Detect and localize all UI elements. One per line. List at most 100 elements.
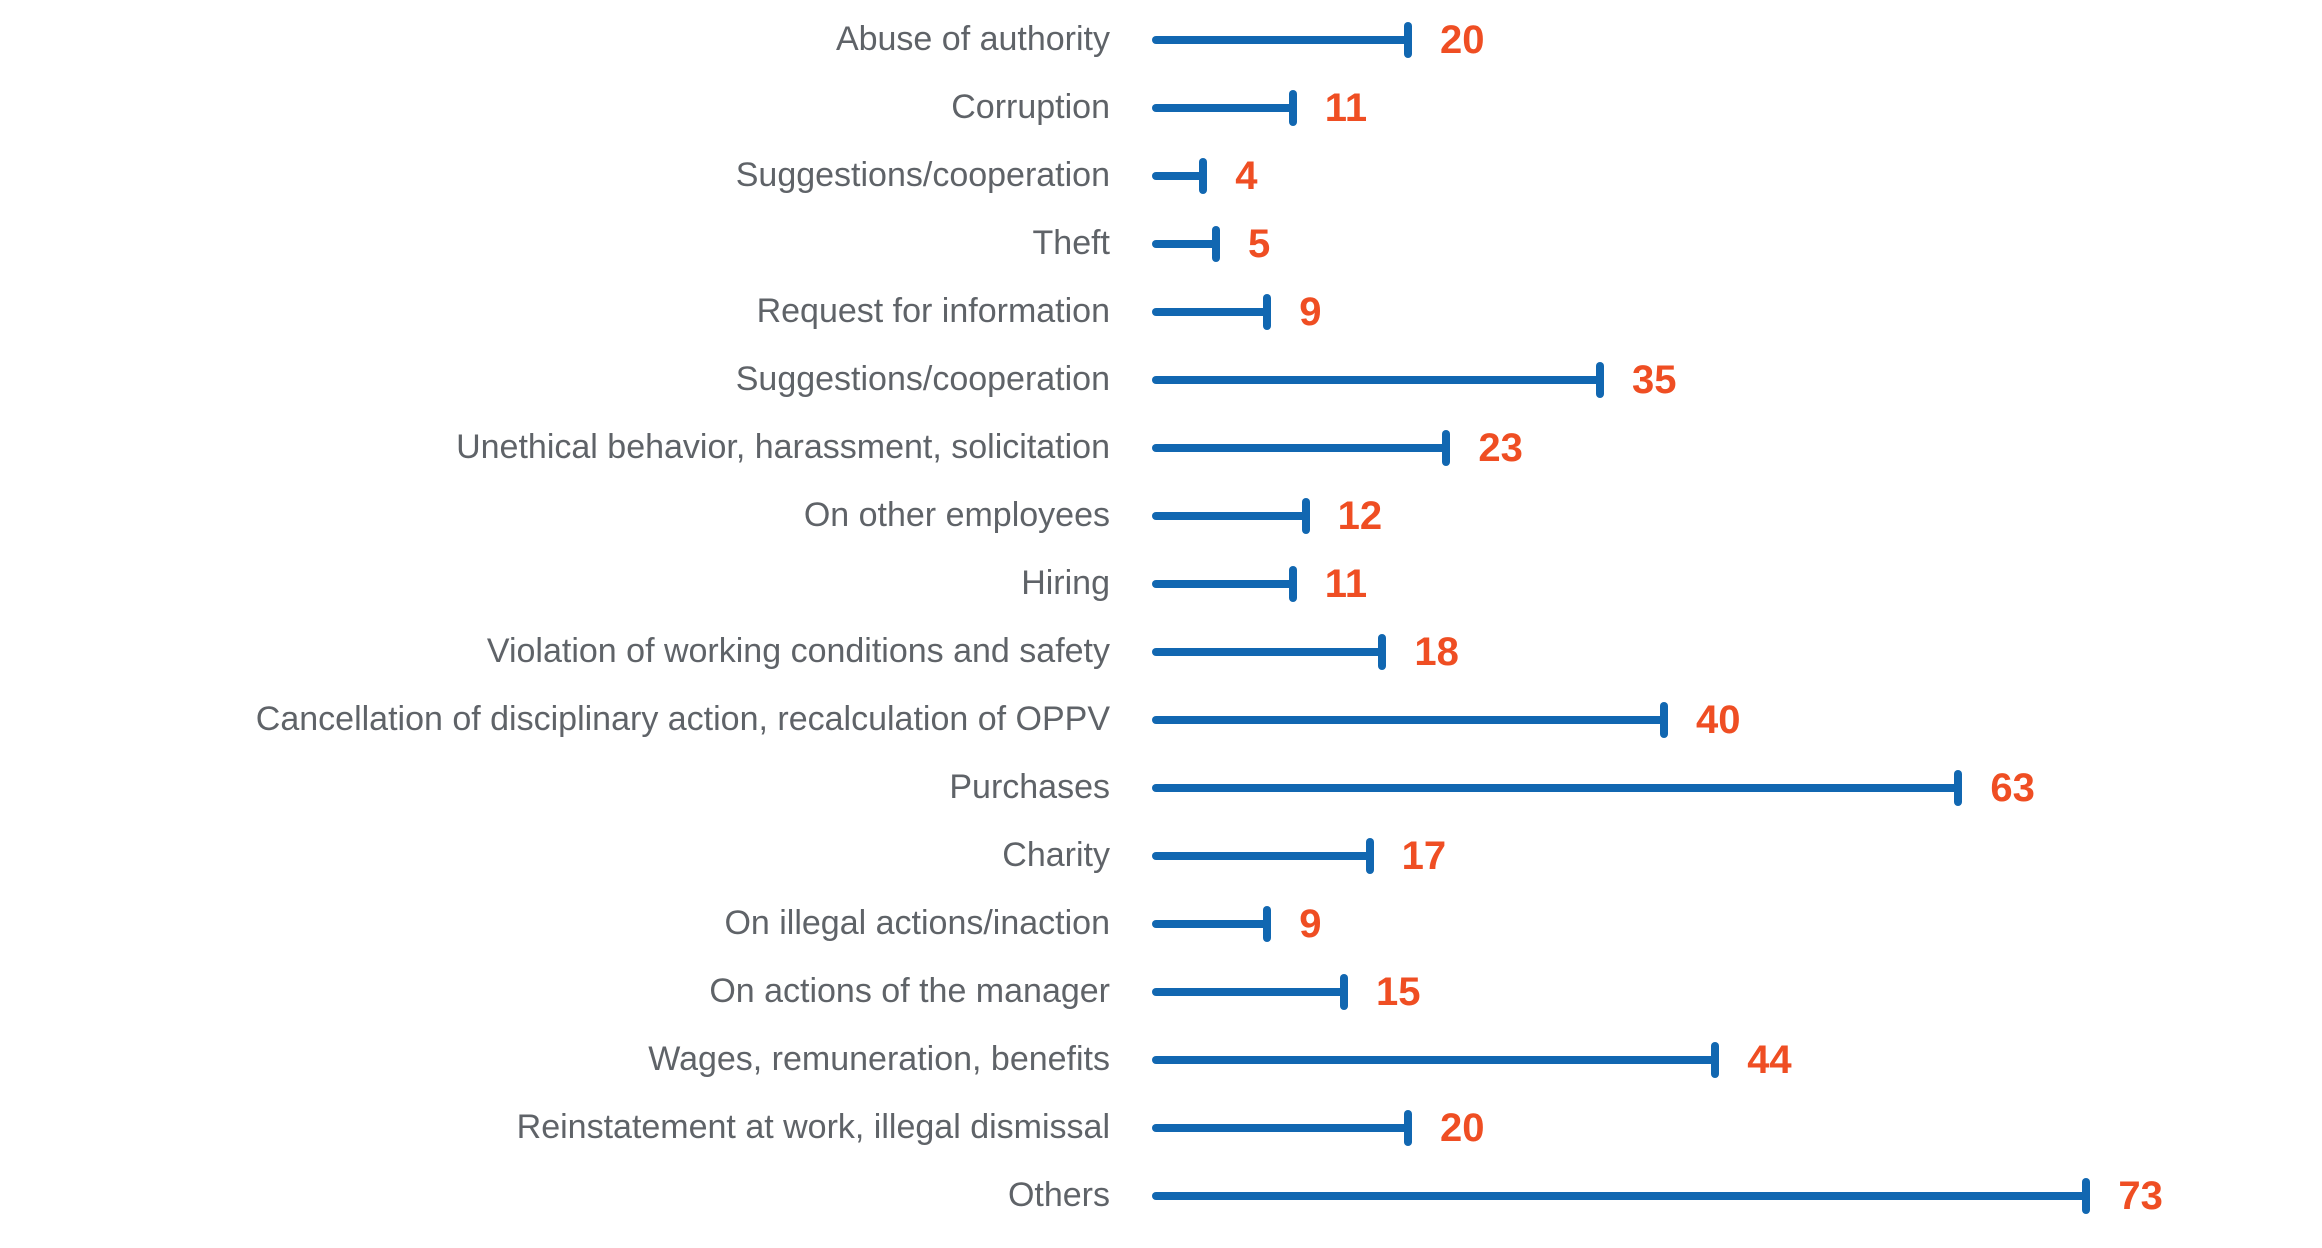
bar-line xyxy=(1152,172,1204,180)
bar-endcap-icon xyxy=(1365,838,1374,874)
bar-area: 9 xyxy=(1152,902,1321,947)
chart-row: On other employees 12 xyxy=(0,482,2322,550)
category-label: Cancellation of disciplinary action, rec… xyxy=(255,700,1110,739)
bar-area: 17 xyxy=(1152,834,1446,879)
chart-row: Suggestions/cooperation 35 xyxy=(0,346,2322,414)
bar-line xyxy=(1152,920,1268,928)
value-label: 9 xyxy=(1299,901,1322,946)
bar-endcap-icon xyxy=(1263,294,1272,330)
bar-line xyxy=(1152,36,1408,44)
chart-row: Reinstatement at work, illegal dismissal… xyxy=(0,1094,2322,1162)
category-label: Reinstatement at work, illegal dismissal xyxy=(516,1108,1110,1147)
bar-area: 44 xyxy=(1152,1038,1792,1083)
value-label: 5 xyxy=(1248,221,1271,266)
bar-line xyxy=(1152,852,1370,860)
chart-row: Violation of working conditions and safe… xyxy=(0,618,2322,686)
category-label: Violation of working conditions and safe… xyxy=(486,632,1110,671)
chart-row: Hiring 11 xyxy=(0,550,2322,618)
bar-area: 11 xyxy=(1152,562,1367,607)
bar-endcap-icon xyxy=(1378,634,1387,670)
chart-row: On illegal actions/inaction 9 xyxy=(0,890,2322,958)
category-label: Purchases xyxy=(949,768,1110,807)
chart-row: Unethical behavior, harassment, solicita… xyxy=(0,414,2322,482)
bar-line xyxy=(1152,648,1383,656)
value-label: 15 xyxy=(1376,969,1421,1014)
category-label: Wages, remuneration, benefits xyxy=(648,1040,1110,1079)
bar-area: 23 xyxy=(1152,426,1523,471)
value-label: 73 xyxy=(2118,1173,2163,1218)
category-label: Charity xyxy=(1002,836,1110,875)
category-label: Abuse of authority xyxy=(835,20,1110,59)
bar-area: 40 xyxy=(1152,698,1741,743)
value-label: 20 xyxy=(1440,1105,1485,1150)
bar-endcap-icon xyxy=(1442,430,1451,466)
bar-endcap-icon xyxy=(1404,22,1412,58)
bar-area: 20 xyxy=(1152,1106,1485,1151)
value-label: 44 xyxy=(1747,1037,1792,1082)
value-label: 40 xyxy=(1696,697,1741,742)
bar-area: 11 xyxy=(1152,86,1367,131)
value-label: 12 xyxy=(1337,493,1383,538)
bar-area: 15 xyxy=(1152,970,1421,1015)
bar-line xyxy=(1152,240,1216,248)
bar-area: 18 xyxy=(1152,630,1459,675)
value-label: 18 xyxy=(1414,629,1459,674)
value-label: 20 xyxy=(1440,17,1485,62)
value-label: 4 xyxy=(1235,153,1258,198)
bar-endcap-icon xyxy=(1263,906,1272,942)
value-label: 11 xyxy=(1324,561,1368,606)
bar-endcap-icon xyxy=(2082,1178,2091,1214)
chart-row: Corruption 11 xyxy=(0,74,2322,142)
chart-row: Charity 17 xyxy=(0,822,2322,890)
value-label: 63 xyxy=(1990,765,2035,810)
bar-endcap-icon xyxy=(1596,362,1604,398)
bar-endcap-icon xyxy=(1404,1110,1412,1146)
bar-endcap-icon xyxy=(1212,226,1220,262)
category-label: Corruption xyxy=(951,88,1110,127)
bar-line xyxy=(1152,784,1959,792)
bar-endcap-icon xyxy=(1340,974,1348,1010)
bar-line xyxy=(1152,512,1306,520)
bar-line xyxy=(1152,444,1447,452)
bar-endcap-icon xyxy=(1301,498,1310,534)
bar-area: 4 xyxy=(1152,154,1257,199)
bar-area: 20 xyxy=(1152,18,1485,63)
value-label: 11 xyxy=(1324,85,1368,130)
chart-row: Request for information 9 xyxy=(0,278,2322,346)
bar-line xyxy=(1152,376,1600,384)
chart-row: Abuse of authority 20 xyxy=(0,6,2322,74)
chart-row: On actions of the manager 15 xyxy=(0,958,2322,1026)
value-label: 17 xyxy=(1401,833,1447,878)
category-label: On illegal actions/inaction xyxy=(724,904,1110,943)
category-label: On actions of the manager xyxy=(709,972,1110,1011)
bar-area: 5 xyxy=(1152,222,1270,267)
chart-row: Purchases 63 xyxy=(0,754,2322,822)
bar-endcap-icon xyxy=(1660,702,1668,738)
bar-area: 35 xyxy=(1152,358,1677,403)
category-label: Request for information xyxy=(756,292,1110,331)
bar-endcap-icon xyxy=(1199,158,1208,194)
bar-line xyxy=(1152,716,1664,724)
bar-line xyxy=(1152,580,1293,588)
chart-row: Cancellation of disciplinary action, rec… xyxy=(0,686,2322,754)
chart-row: Theft 5 xyxy=(0,210,2322,278)
bar-area: 63 xyxy=(1152,766,2035,811)
bar-endcap-icon xyxy=(1288,90,1297,126)
bar-line xyxy=(1152,988,1344,996)
value-label: 23 xyxy=(1478,425,1523,470)
chart-row: Suggestions/cooperation 4 xyxy=(0,142,2322,210)
bar-endcap-icon xyxy=(1711,1042,1720,1078)
bar-line xyxy=(1152,1192,2087,1200)
category-label: On other employees xyxy=(803,496,1110,535)
category-label: Suggestions/cooperation xyxy=(735,156,1110,195)
bar-area: 12 xyxy=(1152,494,1382,539)
bar-area: 9 xyxy=(1152,290,1321,335)
bar-endcap-icon xyxy=(1954,770,1963,806)
category-label: Hiring xyxy=(1021,564,1110,603)
value-label: 9 xyxy=(1299,289,1322,334)
bar-line xyxy=(1152,104,1293,112)
chart-row: Others 73 xyxy=(0,1162,2322,1230)
bar-line xyxy=(1152,1124,1408,1132)
chart-row: Wages, remuneration, benefits 44 xyxy=(0,1026,2322,1094)
